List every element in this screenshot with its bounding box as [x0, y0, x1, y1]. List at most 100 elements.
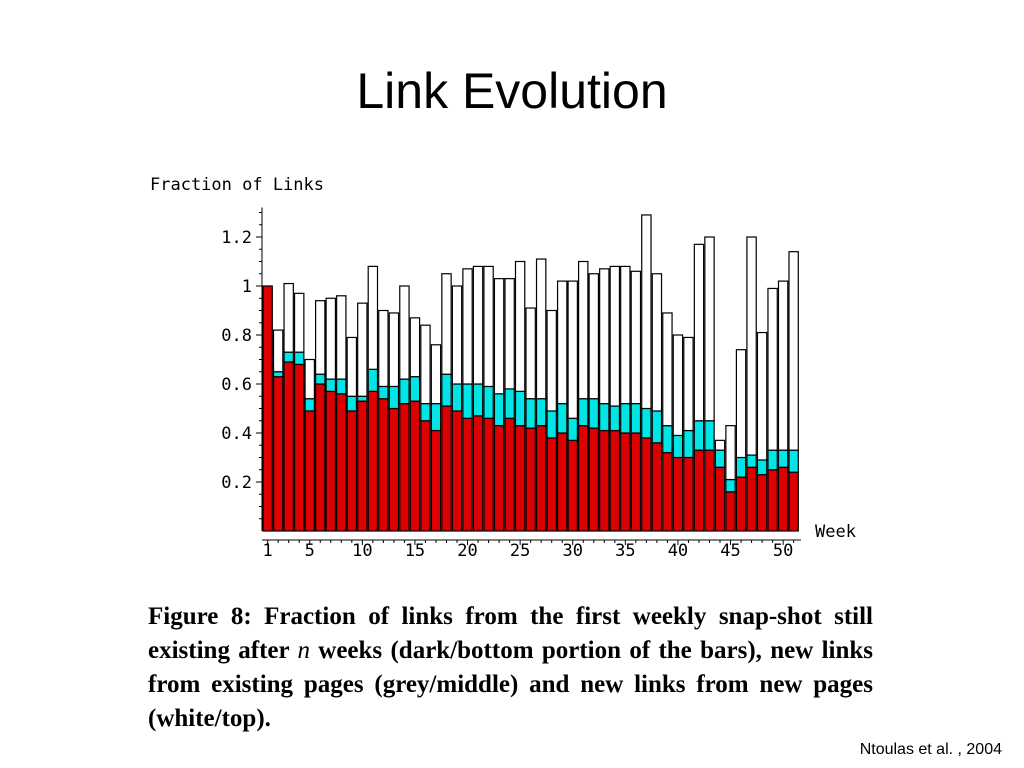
bar-new-links-existing-pages-week-22	[483, 385, 494, 419]
bar-new-links-existing-pages-week-16	[420, 403, 431, 422]
bar-new-links-existing-pages-week-48	[756, 459, 768, 476]
bar-new-links-new-pages-week-31	[577, 260, 589, 400]
bar-new-links-existing-pages-week-45	[725, 478, 736, 493]
bar-existing-week-41	[683, 456, 694, 532]
bar-new-links-existing-pages-week-6	[315, 373, 326, 385]
bar-new-links-new-pages-week-19	[451, 285, 463, 385]
x-tick-label: 10	[352, 541, 372, 561]
bar-existing-week-50	[777, 466, 789, 532]
stacked-bar-chart: Fraction of Links Week 0.2 0.4 0.6 0.8 1 1.2 1…	[150, 175, 856, 561]
bar-existing-week-37	[641, 437, 652, 532]
bar-new-links-existing-pages-week-21	[472, 383, 484, 417]
bar-new-links-existing-pages-week-47	[746, 454, 757, 468]
bar-new-links-new-pages-week-8	[336, 295, 347, 380]
bar-new-links-existing-pages-week-2	[272, 371, 284, 378]
x-tick-label: 35	[615, 541, 635, 561]
bar-new-links-new-pages-week-45	[725, 425, 736, 481]
bar-existing-week-16	[420, 420, 431, 532]
bar-new-links-new-pages-week-14	[399, 285, 410, 380]
bar-existing-week-10	[357, 400, 368, 532]
bar-existing-week-32	[588, 427, 600, 532]
y-tick-label: 1	[242, 277, 252, 297]
bar-new-links-new-pages-week-51	[788, 251, 799, 451]
bar-new-links-new-pages-week-22	[483, 265, 494, 388]
bar-new-links-new-pages-week-5	[304, 358, 315, 400]
caption-variable: n	[297, 637, 310, 664]
bar-new-links-existing-pages-week-27	[535, 398, 547, 427]
x-tick-label: 15	[405, 541, 425, 561]
bar-new-links-existing-pages-week-44	[714, 449, 726, 468]
bar-new-links-new-pages-week-30	[567, 280, 578, 419]
bar-existing-week-21	[472, 415, 484, 532]
bar-existing-week-45	[725, 491, 736, 532]
bar-new-links-existing-pages-week-15	[409, 376, 421, 402]
bar-new-links-existing-pages-week-3	[283, 351, 294, 363]
bar-new-links-new-pages-week-38	[651, 273, 663, 412]
x-tick-label: 50	[773, 541, 793, 561]
x-tick-label: 1	[263, 541, 273, 561]
bar-new-links-new-pages-week-34	[609, 265, 621, 407]
y-tick-label: 0.6	[221, 375, 252, 395]
y-tick-label: 0.8	[221, 326, 252, 346]
bar-new-links-existing-pages-week-12	[378, 385, 389, 400]
bar-new-links-existing-pages-week-7	[325, 378, 337, 392]
bar-existing-week-14	[399, 403, 410, 532]
bar-new-links-new-pages-week-29	[556, 280, 568, 405]
bar-existing-week-1	[262, 285, 273, 532]
bar-new-links-new-pages-week-41	[683, 336, 694, 432]
bar-new-links-new-pages-week-3	[283, 282, 294, 353]
slide-title: Link Evolution	[356, 63, 668, 119]
bar-existing-week-25	[514, 425, 526, 532]
x-tick-label: 20	[457, 541, 477, 561]
y-tick-label: 1.2	[221, 228, 252, 248]
bar-new-links-new-pages-week-48	[756, 331, 768, 461]
citation: Ntoulas et al. , 2004	[859, 741, 1002, 758]
bar-new-links-existing-pages-week-4	[293, 351, 305, 365]
bar-new-links-existing-pages-week-20	[462, 383, 473, 419]
bar-new-links-new-pages-week-44	[714, 439, 726, 451]
bar-new-links-existing-pages-week-9	[346, 395, 358, 412]
bar-new-links-existing-pages-week-26	[525, 398, 536, 429]
bar-existing-week-33	[599, 429, 610, 532]
bar-new-links-new-pages-week-16	[420, 324, 431, 405]
bar-existing-week-6	[315, 383, 326, 532]
bar-new-links-existing-pages-week-32	[588, 398, 600, 429]
bar-new-links-new-pages-week-25	[514, 260, 526, 392]
bar-existing-week-30	[567, 439, 578, 532]
y-tick-label: 0.4	[221, 424, 252, 444]
bar-new-links-existing-pages-week-38	[651, 410, 663, 444]
bar-new-links-existing-pages-week-11	[367, 368, 379, 392]
bar-new-links-new-pages-week-43	[704, 236, 715, 422]
bar-new-links-new-pages-week-24	[504, 278, 515, 390]
bar-new-links-existing-pages-week-36	[630, 403, 642, 434]
bar-new-links-new-pages-week-27	[535, 258, 547, 400]
bar-existing-week-11	[367, 390, 379, 532]
bar-new-links-new-pages-week-18	[441, 273, 452, 375]
bar-existing-week-17	[430, 429, 442, 532]
bar-existing-week-51	[788, 471, 799, 532]
bar-existing-week-26	[525, 427, 536, 532]
bar-existing-week-28	[546, 437, 557, 532]
bar-existing-week-35	[620, 432, 631, 532]
bar-new-links-new-pages-week-49	[767, 287, 778, 451]
bar-new-links-new-pages-week-4	[293, 292, 305, 353]
bar-new-links-new-pages-week-15	[409, 317, 421, 378]
caption-text-1: Figure 8: Fraction of links from the fir…	[148, 603, 873, 664]
bar-existing-week-38	[651, 442, 663, 532]
bar-new-links-existing-pages-week-18	[441, 373, 452, 407]
x-tick-label: 40	[668, 541, 688, 561]
bar-existing-week-29	[556, 432, 568, 532]
bar-new-links-existing-pages-week-34	[609, 405, 621, 432]
bar-new-links-existing-pages-week-25	[514, 390, 526, 427]
bar-existing-week-43	[704, 449, 715, 532]
bars-group	[262, 214, 799, 532]
bar-new-links-new-pages-week-36	[630, 270, 642, 405]
bar-new-links-new-pages-week-20	[462, 268, 473, 385]
bar-existing-week-2	[272, 376, 284, 532]
bar-existing-week-39	[662, 452, 673, 532]
bar-new-links-existing-pages-week-50	[777, 449, 789, 468]
bar-existing-week-7	[325, 390, 337, 532]
bar-existing-week-48	[756, 474, 768, 532]
bar-existing-week-24	[504, 417, 515, 532]
bar-new-links-existing-pages-week-14	[399, 378, 410, 405]
